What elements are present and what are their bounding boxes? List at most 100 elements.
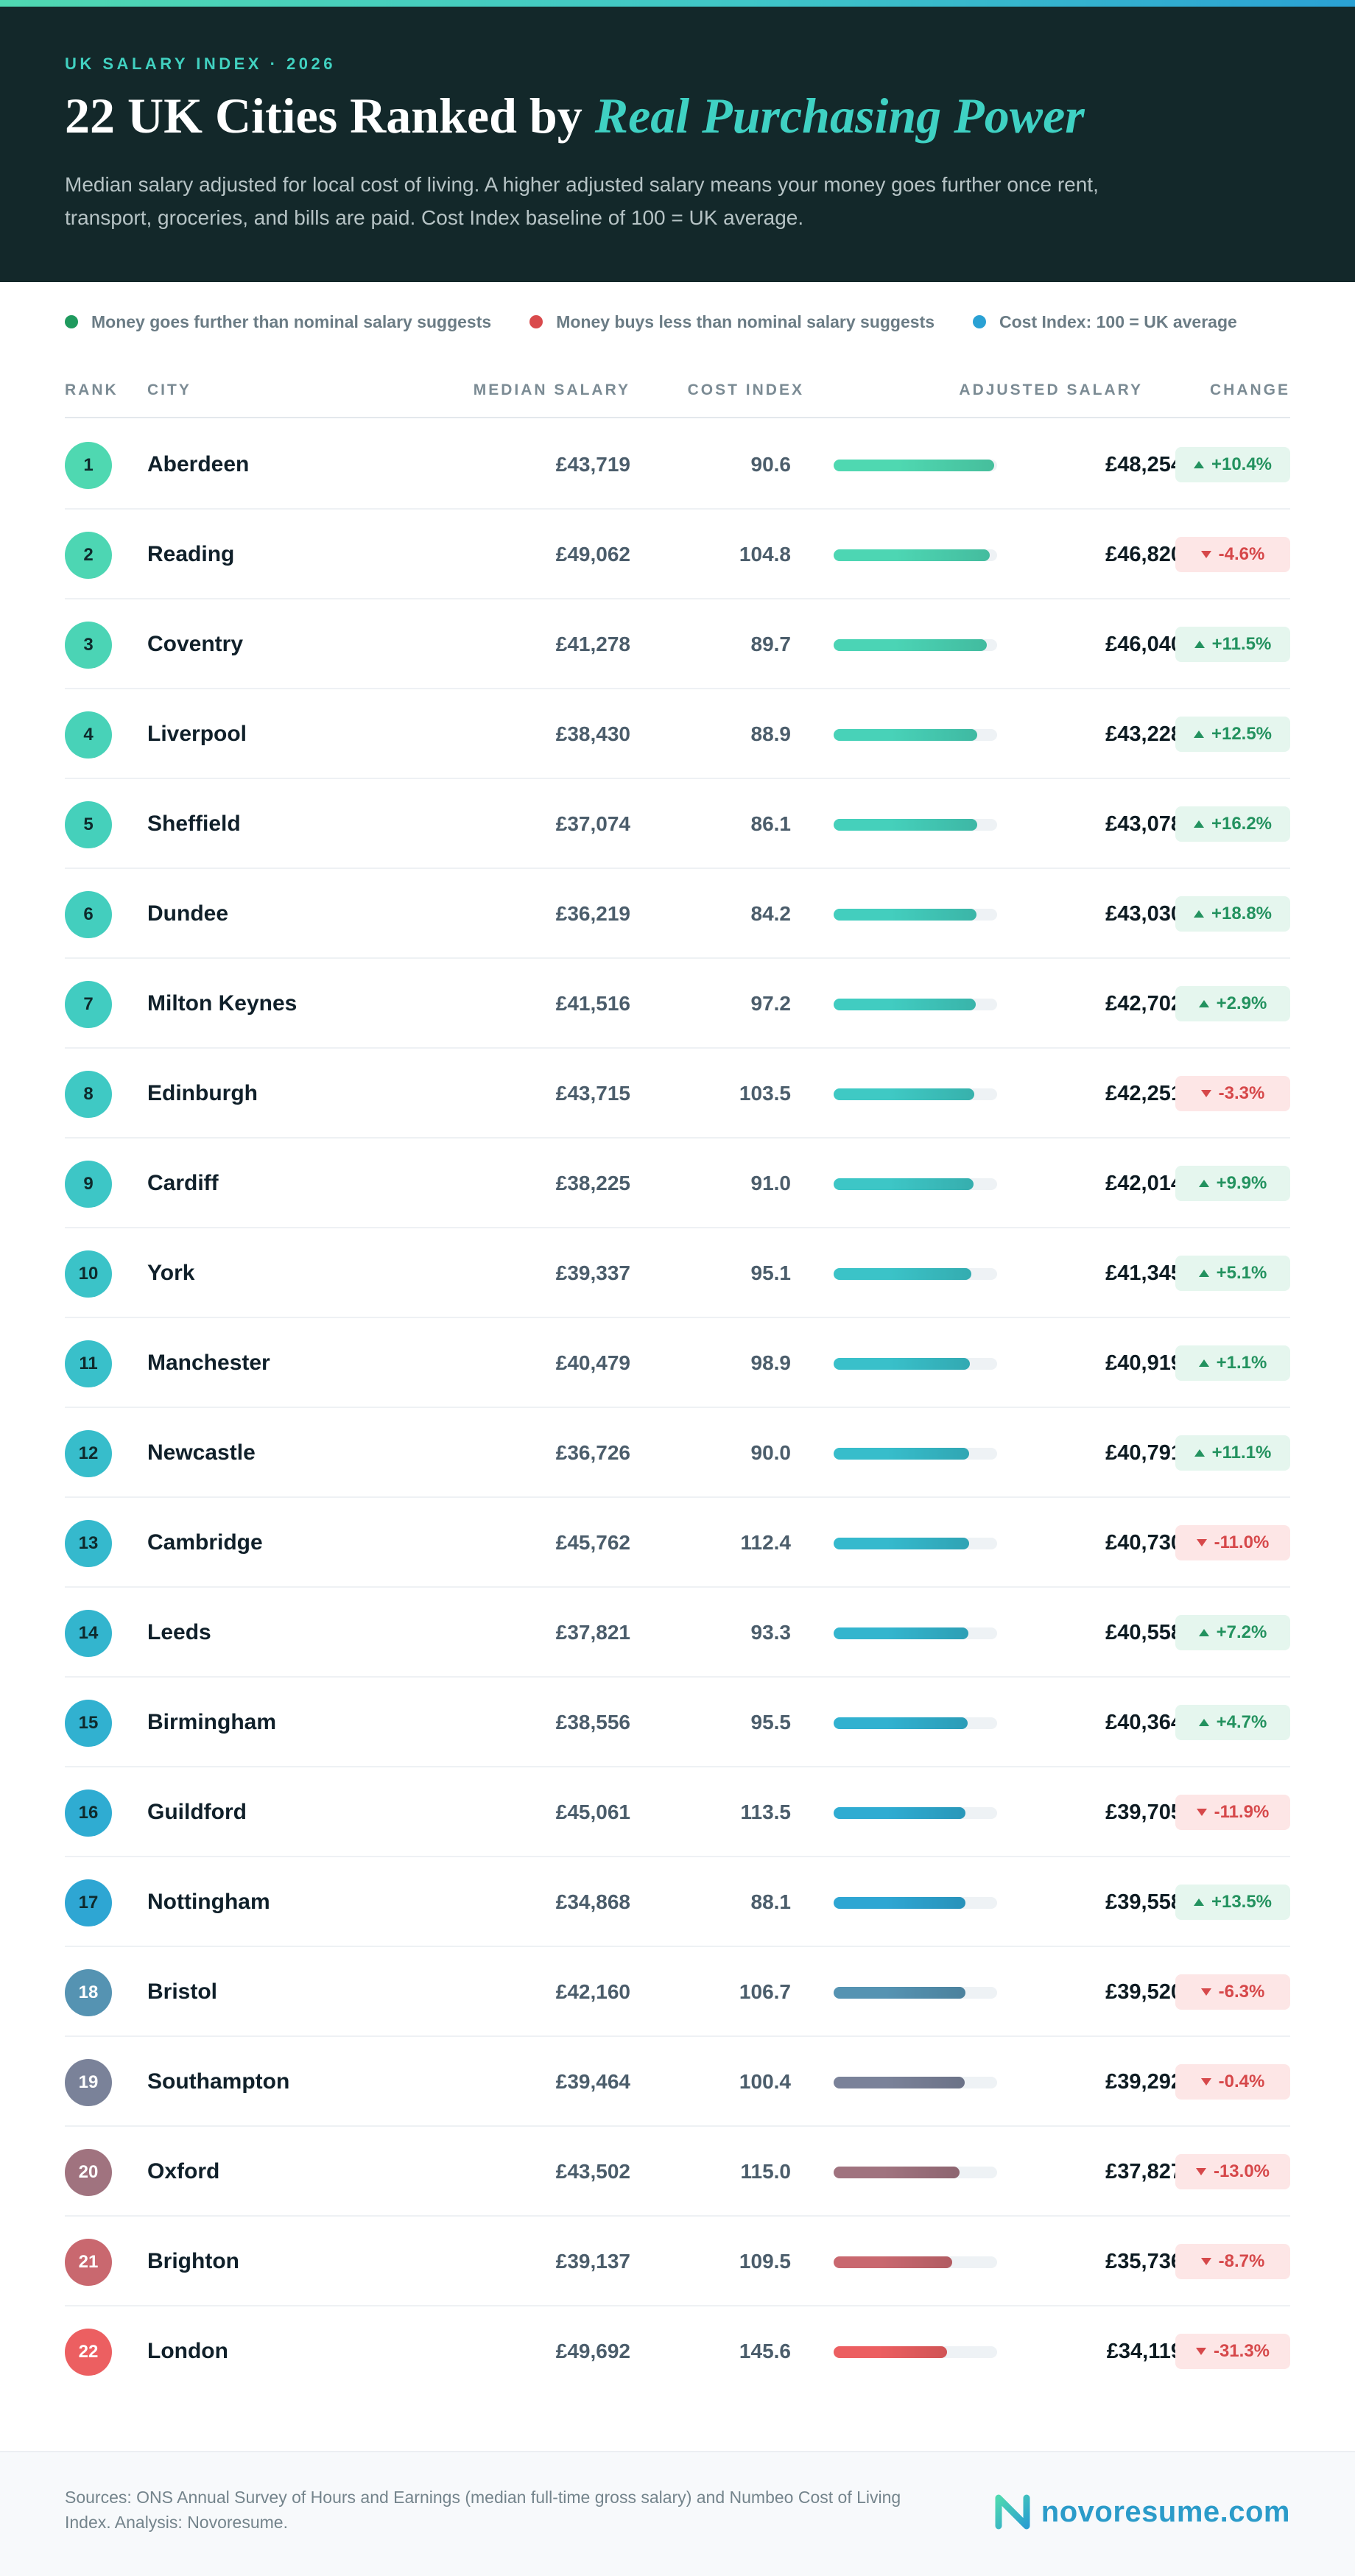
change-value: +1.1% (1216, 1353, 1267, 1373)
adjusted-bar (834, 1448, 969, 1460)
adjusted-bar-track (834, 460, 997, 471)
triangle-down-icon (1200, 1090, 1211, 1097)
median-salary: £49,062 (555, 543, 630, 566)
change-value: -3.3% (1218, 1083, 1265, 1103)
city-name: Reading (147, 542, 235, 566)
triangle-down-icon (1200, 551, 1211, 558)
median-salary: £40,479 (555, 1351, 630, 1374)
rank-badge: 8 (65, 1071, 112, 1118)
adjusted-bar-track (834, 999, 997, 1010)
median-salary: £41,278 (555, 633, 630, 655)
city-name: York (147, 1261, 195, 1285)
adjusted-salary: £40,558 (1105, 1621, 1183, 1644)
adjusted-bar-track (834, 1717, 997, 1729)
adjusted-bar-track (834, 1358, 997, 1370)
adjusted-bar (834, 1987, 965, 1999)
table-row: 6 Dundee £36,219 84.2 £43,030 +18.8% (65, 869, 1290, 959)
city-name: Newcastle (147, 1440, 256, 1465)
change-badge: -11.0% (1175, 1525, 1290, 1560)
triangle-down-icon (1200, 1988, 1211, 1996)
change-badge: +9.9% (1175, 1166, 1290, 1201)
table-row: 4 Liverpool £38,430 88.9 £43,228 +12.5% (65, 689, 1290, 779)
rank-badge: 20 (65, 2149, 112, 2196)
change-value: +11.1% (1211, 1443, 1272, 1463)
change-badge: +16.2% (1175, 806, 1290, 842)
adjusted-salary: £37,827 (1105, 2160, 1183, 2183)
adjusted-bar (834, 1088, 974, 1100)
city-name: Southampton (147, 2069, 290, 2094)
cost-index: 97.2 (750, 992, 792, 1015)
change-badge: +10.4% (1175, 447, 1290, 482)
change-value: +9.9% (1216, 1173, 1267, 1193)
adjusted-bar-track (834, 1268, 997, 1280)
change-badge: +13.5% (1175, 1885, 1290, 1920)
triangle-down-icon (1195, 2168, 1206, 2175)
rank-badge: 13 (65, 1520, 112, 1567)
change-value: +13.5% (1211, 1892, 1273, 1912)
adjusted-bar (834, 1717, 968, 1729)
median-salary: £39,337 (555, 1261, 630, 1284)
adjusted-bar (834, 819, 977, 831)
column-header-adjusted: ADJUSTED SALARY (959, 381, 1143, 398)
adjusted-salary: £39,520 (1105, 1980, 1183, 2004)
table-row: 17 Nottingham £34,868 88.1 £39,558 +13.5% (65, 1857, 1290, 1947)
triangle-up-icon (1193, 731, 1204, 738)
sources-note: Sources: ONS Annual Survey of Hours and … (65, 2488, 901, 2532)
median-salary: £36,726 (555, 1441, 630, 1464)
change-value: -11.0% (1214, 1532, 1270, 1552)
column-header-cost: COST INDEX (687, 381, 804, 398)
cost-index: 91.0 (750, 1172, 792, 1194)
adjusted-salary: £40,364 (1105, 1711, 1183, 1734)
adjusted-bar-track (834, 2346, 997, 2358)
change-badge: +12.5% (1175, 717, 1290, 752)
cost-index: 145.6 (739, 2340, 791, 2362)
change-badge: -31.3% (1175, 2334, 1290, 2369)
triangle-down-icon (1196, 1539, 1207, 1546)
adjusted-salary: £34,119 (1106, 2340, 1183, 2363)
change-badge: -8.7% (1175, 2244, 1290, 2279)
title-emphasis: Real Purchasing Power (594, 88, 1085, 144)
adjusted-bar-track (834, 1088, 997, 1100)
triangle-down-icon (1200, 2258, 1211, 2265)
rank-badge: 19 (65, 2059, 112, 2106)
triangle-up-icon (1193, 820, 1204, 828)
median-salary: £38,430 (555, 722, 630, 745)
footer: Sources: ONS Annual Survey of Hours and … (0, 2451, 1355, 2576)
table-row: 10 York £39,337 95.1 £41,345 +5.1% (65, 1228, 1290, 1318)
change-value: +16.2% (1211, 814, 1273, 834)
change-value: +10.4% (1211, 454, 1273, 474)
city-name: Liverpool (147, 722, 247, 746)
city-name: Birmingham (147, 1710, 277, 1734)
median-salary: £43,719 (555, 453, 630, 476)
change-value: +11.5% (1211, 634, 1272, 654)
title-main: 22 UK Cities Ranked by (65, 88, 595, 144)
page-subtitle: Median salary adjusted for local cost of… (65, 173, 1099, 229)
change-badge: -11.9% (1175, 1795, 1290, 1830)
change-value: -4.6% (1218, 544, 1265, 564)
legend-label: Cost Index: 100 = UK average (999, 312, 1237, 331)
change-value: -31.3% (1213, 2341, 1270, 2361)
change-value: +7.2% (1216, 1622, 1267, 1642)
table-row: 18 Bristol £42,160 106.7 £39,520 -6.3% (65, 1947, 1290, 2037)
table-row: 3 Coventry £41,278 89.7 £46,040 +11.5% (65, 599, 1290, 689)
rank-badge: 10 (65, 1250, 112, 1298)
table-row: 8 Edinburgh £43,715 103.5 £42,251 -3.3% (65, 1049, 1290, 1139)
change-badge: +2.9% (1175, 986, 1290, 1021)
cost-index: 88.9 (750, 722, 792, 745)
eyebrow: UK SALARY INDEX · 2026 (65, 54, 336, 73)
table-row: 21 Brighton £39,137 109.5 £35,736 -8.7% (65, 2217, 1290, 2306)
change-badge: +5.1% (1175, 1256, 1290, 1291)
adjusted-bar (834, 2256, 952, 2268)
cost-index: 115.0 (740, 2160, 791, 2183)
triangle-up-icon (1194, 1449, 1205, 1457)
legend-item-cost-index: Cost Index: 100 = UK average (973, 312, 1237, 332)
triangle-up-icon (1193, 461, 1204, 468)
column-header-median: MEDIAN SALARY (473, 381, 630, 398)
cost-index: 100.4 (739, 2070, 791, 2093)
median-salary: £38,225 (555, 1172, 630, 1194)
cost-index: 113.5 (740, 1801, 791, 1823)
triangle-up-icon (1198, 1000, 1209, 1007)
table-row: 5 Sheffield £37,074 86.1 £43,078 +16.2% (65, 779, 1290, 869)
legend-item-less: Money buys less than nominal salary sugg… (529, 312, 935, 332)
cost-index: 89.7 (750, 633, 792, 655)
